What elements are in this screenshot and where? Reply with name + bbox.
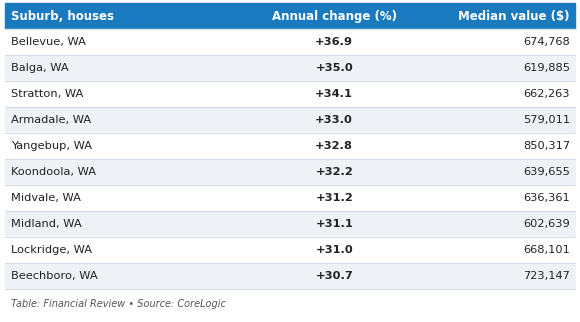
Bar — [5, 133, 575, 159]
Text: +35.0: +35.0 — [316, 63, 353, 73]
Bar — [5, 81, 575, 107]
Text: Stratton, WA: Stratton, WA — [11, 89, 84, 99]
Bar — [5, 185, 575, 211]
Bar — [5, 159, 575, 185]
Text: Midland, WA: Midland, WA — [11, 219, 82, 229]
Text: +33.0: +33.0 — [316, 115, 353, 125]
Text: +32.8: +32.8 — [316, 141, 353, 151]
Bar — [5, 3, 575, 29]
Text: Median value ($): Median value ($) — [459, 10, 570, 23]
Text: Midvale, WA: Midvale, WA — [11, 193, 81, 203]
Text: 579,011: 579,011 — [523, 115, 570, 125]
Text: Lockridge, WA: Lockridge, WA — [11, 245, 92, 255]
Text: +31.1: +31.1 — [316, 219, 353, 229]
Bar — [5, 263, 575, 289]
Text: +36.9: +36.9 — [315, 37, 353, 47]
Text: 619,885: 619,885 — [523, 63, 570, 73]
Text: Armadale, WA: Armadale, WA — [11, 115, 91, 125]
Text: 668,101: 668,101 — [523, 245, 570, 255]
Text: 723,147: 723,147 — [523, 271, 570, 281]
Text: Table: Financial Review • Source: CoreLogic: Table: Financial Review • Source: CoreLo… — [11, 299, 226, 309]
Text: 662,263: 662,263 — [524, 89, 570, 99]
Text: Balga, WA: Balga, WA — [11, 63, 68, 73]
Text: Yangebup, WA: Yangebup, WA — [11, 141, 92, 151]
Bar — [5, 29, 575, 55]
Text: +30.7: +30.7 — [316, 271, 353, 281]
Bar — [5, 55, 575, 81]
Text: 636,361: 636,361 — [523, 193, 570, 203]
Bar — [5, 211, 575, 237]
Text: Bellevue, WA: Bellevue, WA — [11, 37, 86, 47]
Text: +34.1: +34.1 — [316, 89, 353, 99]
Text: Koondoola, WA: Koondoola, WA — [11, 167, 96, 177]
Text: +32.2: +32.2 — [316, 167, 353, 177]
Bar — [5, 237, 575, 263]
Text: Annual change (%): Annual change (%) — [271, 10, 397, 23]
Text: 602,639: 602,639 — [523, 219, 570, 229]
Text: +31.2: +31.2 — [316, 193, 353, 203]
Text: +31.0: +31.0 — [316, 245, 353, 255]
Bar — [5, 107, 575, 133]
Text: 850,317: 850,317 — [523, 141, 570, 151]
Text: 639,655: 639,655 — [523, 167, 570, 177]
Text: 674,768: 674,768 — [523, 37, 570, 47]
Text: Beechboro, WA: Beechboro, WA — [11, 271, 97, 281]
Text: Suburb, houses: Suburb, houses — [11, 10, 114, 23]
